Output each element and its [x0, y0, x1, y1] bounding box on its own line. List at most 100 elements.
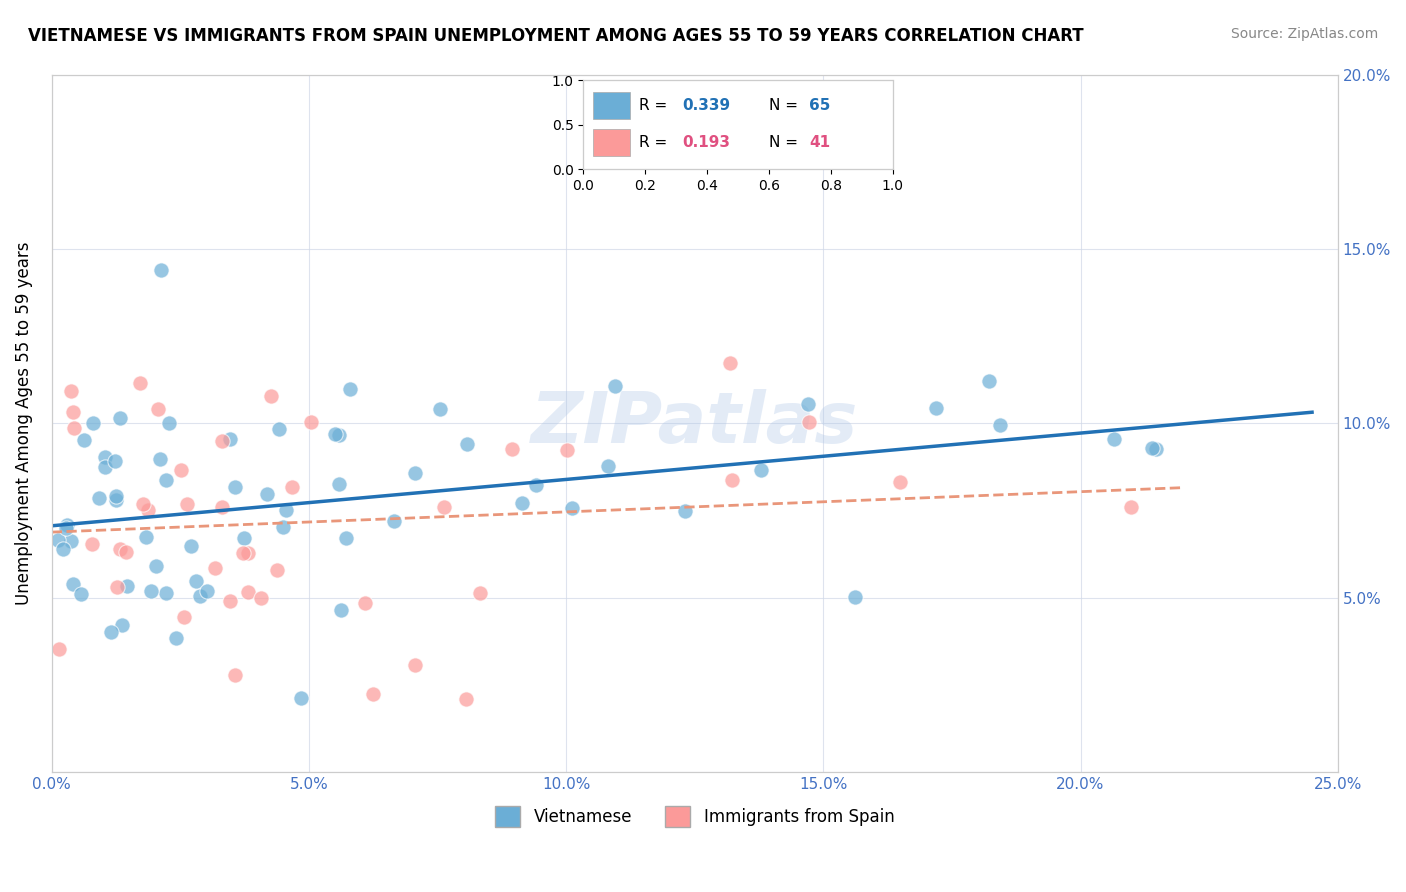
Vietnamese: [100, 624, 122, 639]
Immigrants from Spain: [236, 585, 259, 599]
Vietnamese: [141, 583, 163, 598]
Vietnamese: [180, 539, 202, 553]
Immigrants from Spain: [63, 421, 86, 435]
Immigrants from Spain: [211, 434, 233, 448]
Vietnamese: [87, 491, 110, 506]
Immigrants from Spain: [555, 442, 578, 457]
Vietnamese: [135, 530, 157, 544]
Text: 0.193: 0.193: [682, 136, 731, 150]
Immigrants from Spain: [250, 591, 273, 605]
Immigrants from Spain: [60, 384, 83, 399]
Vietnamese: [232, 531, 254, 545]
Immigrants from Spain: [468, 586, 491, 600]
Immigrants from Spain: [238, 546, 260, 560]
Vietnamese: [323, 426, 346, 441]
Vietnamese: [404, 467, 426, 481]
Vietnamese: [1142, 442, 1164, 456]
Immigrants from Spain: [176, 497, 198, 511]
Text: Source: ZipAtlas.com: Source: ZipAtlas.com: [1230, 27, 1378, 41]
Immigrants from Spain: [266, 563, 288, 577]
Vietnamese: [675, 504, 697, 518]
Vietnamese: [73, 433, 96, 447]
Vietnamese: [195, 584, 218, 599]
Vietnamese: [924, 401, 946, 415]
Vietnamese: [988, 417, 1011, 432]
Vietnamese: [110, 411, 132, 425]
FancyBboxPatch shape: [593, 129, 630, 156]
Immigrants from Spain: [501, 442, 523, 456]
Immigrants from Spain: [718, 356, 741, 370]
Vietnamese: [290, 690, 312, 705]
Vietnamese: [335, 531, 357, 545]
Vietnamese: [510, 496, 533, 510]
Vietnamese: [105, 489, 128, 503]
Y-axis label: Unemployment Among Ages 55 to 59 years: Unemployment Among Ages 55 to 59 years: [15, 242, 32, 605]
Vietnamese: [59, 534, 82, 549]
Vietnamese: [1144, 442, 1167, 457]
Immigrants from Spain: [82, 537, 104, 551]
Immigrants from Spain: [797, 415, 820, 429]
Text: R =: R =: [640, 98, 672, 112]
Immigrants from Spain: [1121, 500, 1143, 515]
Vietnamese: [749, 463, 772, 477]
Vietnamese: [145, 558, 167, 573]
Immigrants from Spain: [173, 609, 195, 624]
Text: N =: N =: [769, 136, 803, 150]
Vietnamese: [603, 379, 626, 393]
Text: 41: 41: [810, 136, 831, 150]
Immigrants from Spain: [132, 497, 155, 511]
Vietnamese: [46, 533, 69, 548]
Vietnamese: [429, 402, 451, 417]
Vietnamese: [271, 519, 294, 533]
Immigrants from Spain: [281, 480, 304, 494]
Immigrants from Spain: [433, 500, 456, 514]
Vietnamese: [797, 397, 820, 411]
Vietnamese: [184, 574, 207, 589]
Immigrants from Spain: [114, 545, 136, 559]
Immigrants from Spain: [454, 692, 477, 706]
Vietnamese: [524, 477, 547, 491]
Vietnamese: [55, 518, 77, 533]
Vietnamese: [159, 416, 181, 430]
Vietnamese: [149, 452, 172, 467]
Immigrants from Spain: [108, 541, 131, 556]
Immigrants from Spain: [62, 404, 84, 418]
Vietnamese: [224, 480, 246, 494]
Immigrants from Spain: [353, 596, 375, 610]
Vietnamese: [62, 576, 84, 591]
Text: 0.339: 0.339: [682, 98, 731, 112]
Vietnamese: [55, 521, 77, 535]
Text: ZIPatlas: ZIPatlas: [531, 389, 859, 458]
Immigrants from Spain: [136, 502, 159, 516]
Vietnamese: [977, 374, 1000, 388]
Text: N =: N =: [769, 98, 803, 112]
Immigrants from Spain: [105, 580, 128, 594]
Vietnamese: [111, 618, 134, 632]
Immigrants from Spain: [232, 547, 254, 561]
Text: R =: R =: [640, 136, 672, 150]
Vietnamese: [330, 603, 353, 617]
Immigrants from Spain: [204, 561, 226, 575]
Immigrants from Spain: [148, 402, 170, 417]
Immigrants from Spain: [211, 500, 233, 514]
Vietnamese: [219, 432, 242, 446]
Immigrants from Spain: [224, 668, 246, 682]
Vietnamese: [165, 632, 187, 646]
Vietnamese: [104, 453, 127, 467]
Vietnamese: [188, 589, 211, 603]
Vietnamese: [94, 450, 117, 464]
Immigrants from Spain: [48, 642, 70, 657]
Vietnamese: [382, 514, 405, 528]
Vietnamese: [339, 382, 361, 396]
Legend: Vietnamese, Immigrants from Spain: Vietnamese, Immigrants from Spain: [488, 800, 901, 833]
Vietnamese: [82, 417, 104, 431]
Text: 65: 65: [810, 98, 831, 112]
Vietnamese: [70, 587, 93, 601]
Vietnamese: [1102, 432, 1125, 446]
Vietnamese: [52, 542, 75, 557]
Immigrants from Spain: [720, 473, 742, 487]
Vietnamese: [596, 458, 619, 473]
Vietnamese: [155, 473, 177, 487]
Immigrants from Spain: [404, 657, 426, 672]
Vietnamese: [155, 585, 177, 599]
